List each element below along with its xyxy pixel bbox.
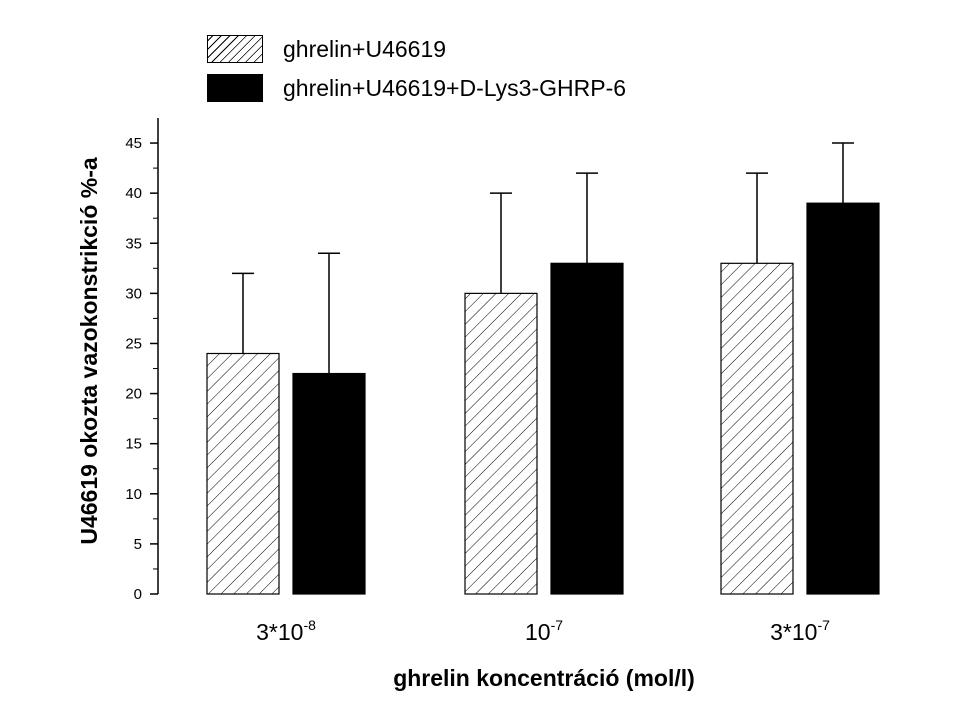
y-axis: 0 5 10 15 20 25 30 35 40 45 — [125, 118, 159, 603]
x-category-label: 3*10-8 — [256, 617, 316, 645]
x-category-label: 10-7 — [525, 617, 563, 645]
y-tick-label: 40 — [125, 185, 142, 202]
y-tick-label: 25 — [125, 335, 142, 352]
y-tick-label: 15 — [125, 436, 142, 453]
legend-label-series-2: ghrelin+U46619+D-Lys3-GHRP-6 — [283, 75, 627, 101]
x-category-base: 10 — [525, 619, 551, 645]
y-tick-label: 45 — [125, 135, 142, 152]
y-tick-label: 35 — [125, 235, 142, 252]
bar-hatched-1 — [464, 292, 538, 595]
y-tick-label: 10 — [125, 486, 142, 503]
x-category-exponent: -7 — [551, 617, 564, 633]
x-category-label: 3*10-7 — [770, 617, 830, 645]
bars-layer — [206, 142, 880, 595]
y-tick-label: 20 — [125, 386, 142, 403]
bar-solid-0 — [292, 372, 366, 595]
y-tick-label: 0 — [134, 586, 142, 603]
bar-solid-2 — [806, 202, 880, 595]
legend-swatch-solid — [207, 74, 263, 102]
x-category-exponent: -8 — [303, 617, 316, 633]
y-axis-title: U46619 okozta vazokonstrikció %-a — [76, 157, 102, 545]
y-tick-label: 30 — [125, 285, 142, 302]
bar-solid-1 — [550, 262, 624, 595]
legend-label-series-1: ghrelin+U46619 — [283, 36, 447, 62]
bar-hatched-2 — [720, 262, 794, 595]
x-category-base: 3*10 — [770, 619, 817, 645]
x-category-exponent: -7 — [817, 617, 830, 633]
bar-hatched-0 — [206, 352, 280, 595]
x-axis-title: ghrelin koncentráció (mol/l) — [393, 665, 695, 691]
y-tick-label: 5 — [134, 536, 142, 553]
legend-swatch-hatched — [207, 35, 263, 63]
x-category-base: 3*10 — [256, 619, 303, 645]
